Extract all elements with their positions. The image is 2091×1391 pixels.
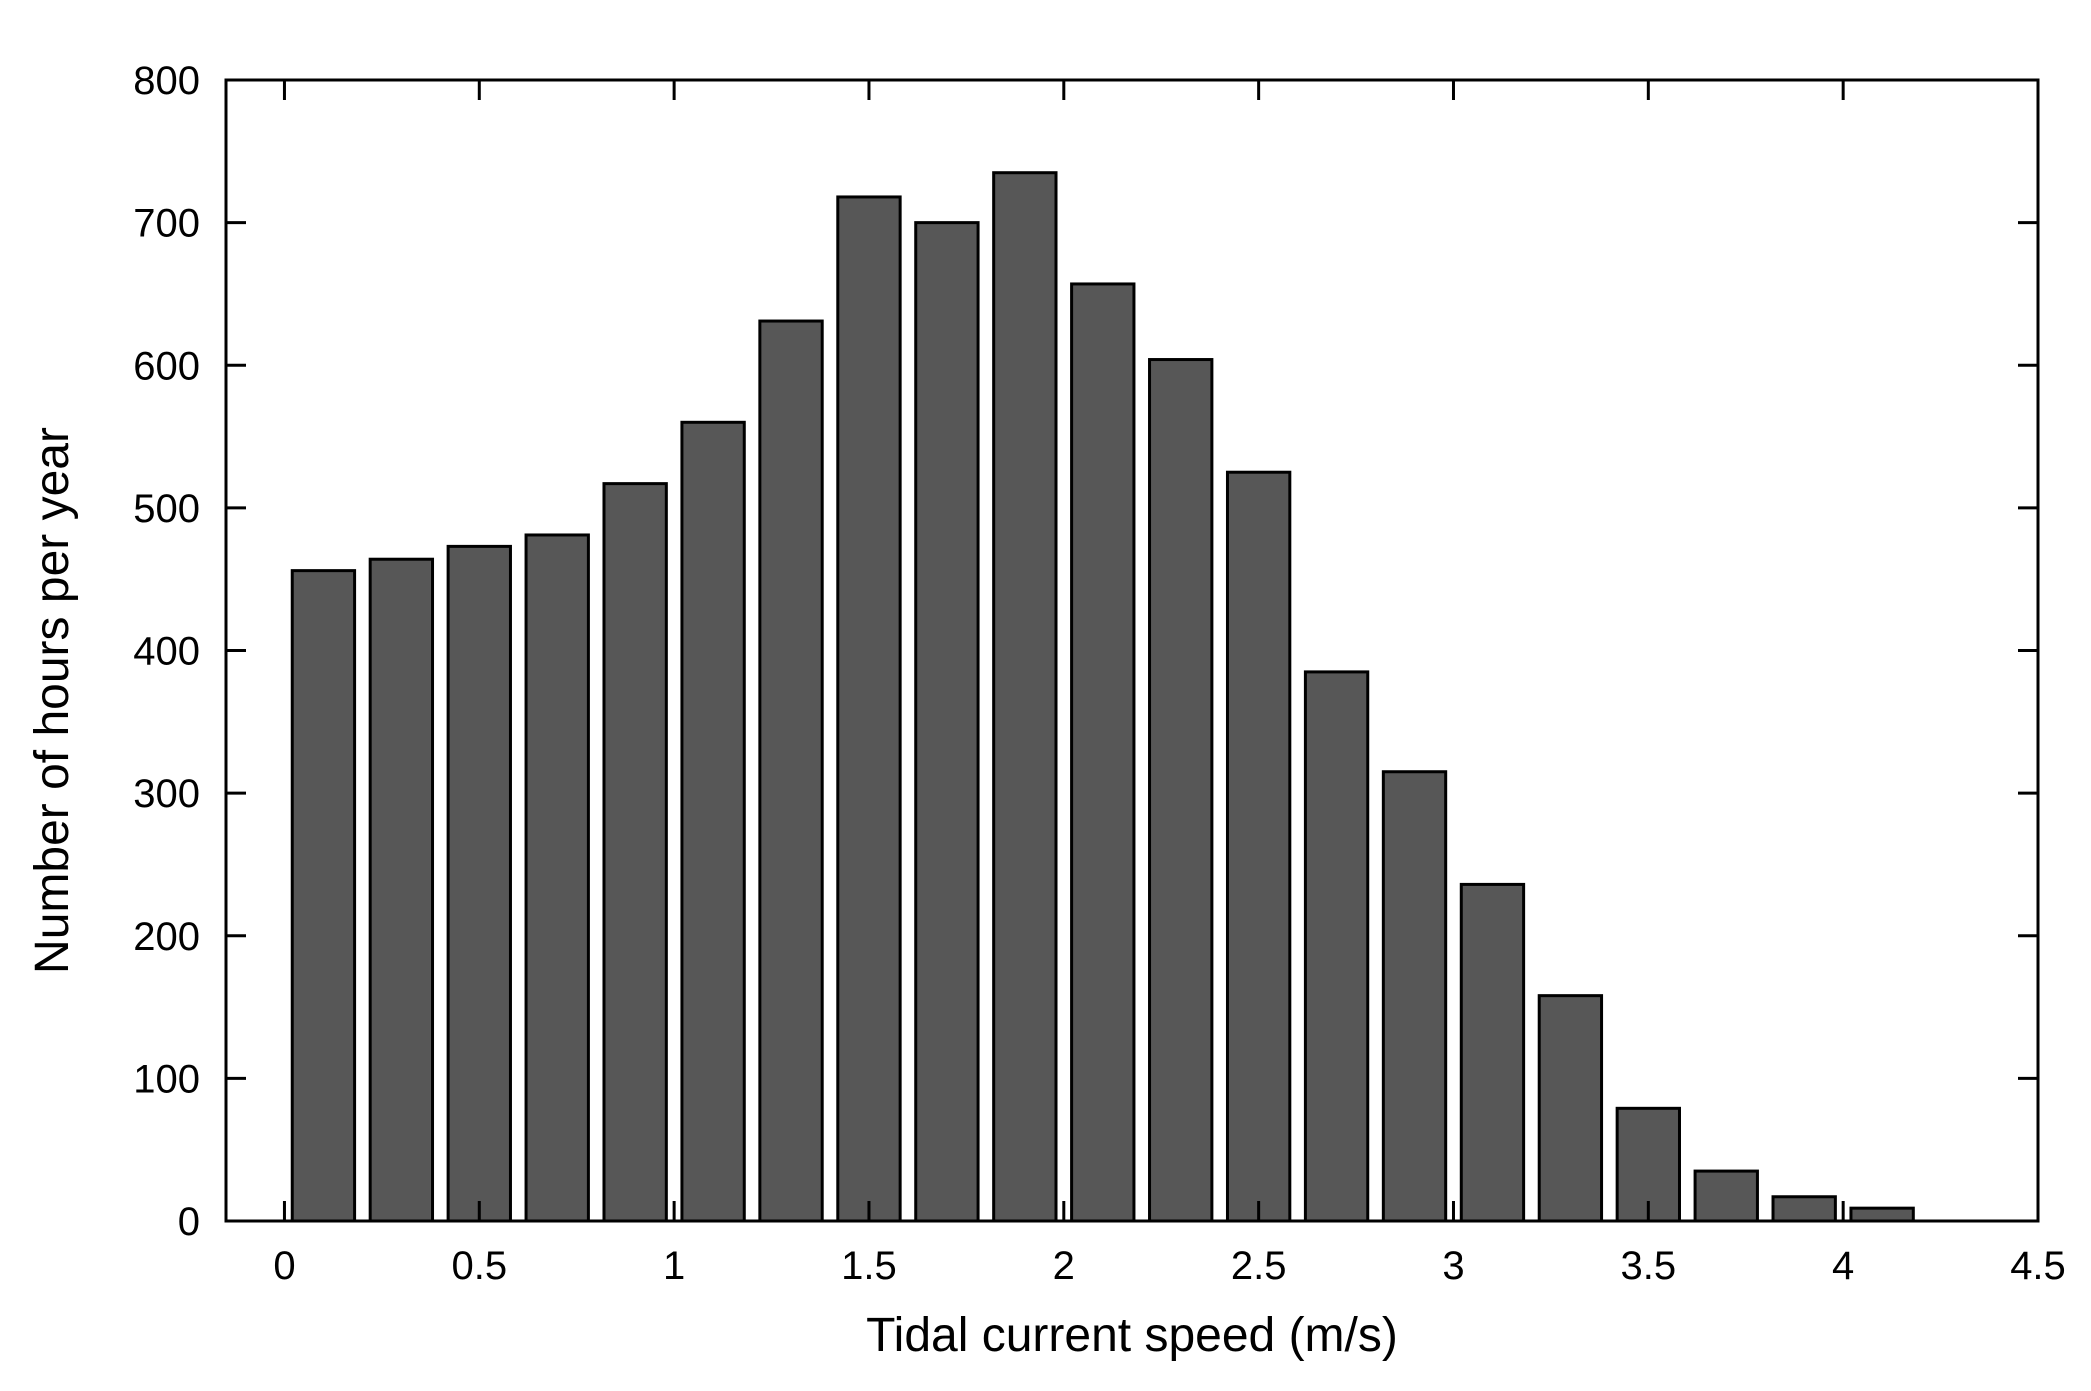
y-tick-label-0: 0: [178, 1200, 200, 1244]
bar-18: [1693, 1169, 1759, 1223]
x-tick-label-3: 1.5: [841, 1244, 897, 1288]
x-tick-label-4: 2: [1053, 1244, 1075, 1288]
x-tick-label-2: 1: [663, 1244, 685, 1288]
bar-14: [1381, 770, 1448, 1223]
bar-5: [680, 420, 746, 1223]
y-tick-label-3: 300: [133, 772, 200, 816]
y-tick-label-2: 200: [133, 915, 200, 959]
bar-15: [1459, 882, 1526, 1223]
y-tick-label-7: 700: [133, 202, 200, 246]
bar-12: [1225, 470, 1292, 1223]
bar-16: [1537, 994, 1604, 1223]
y-tick-label-4: 400: [133, 630, 200, 674]
bar-3: [524, 533, 590, 1223]
y-axis-label: Number of hours per year: [26, 427, 79, 974]
y-tick-label-6: 600: [133, 344, 200, 388]
bar-19: [1771, 1195, 1837, 1223]
y-tick-label-5: 500: [133, 487, 200, 531]
bar-0: [290, 569, 357, 1223]
x-tick-label-7: 3.5: [1621, 1244, 1677, 1288]
bar-9: [992, 171, 1058, 1223]
bar-20: [1849, 1206, 1915, 1223]
bar-13: [1303, 670, 1370, 1223]
x-tick-label-6: 3: [1442, 1244, 1464, 1288]
bar-4: [602, 482, 668, 1223]
bars-group: [290, 171, 1915, 1223]
bar-8: [914, 221, 980, 1223]
y-tick-label-8: 800: [133, 59, 200, 103]
x-axis-label: Tidal current speed (m/s): [866, 1309, 1398, 1362]
x-tick-label-5: 2.5: [1231, 1244, 1287, 1288]
y-tick-label-1: 100: [133, 1057, 200, 1101]
bar-6: [758, 319, 824, 1223]
bar-2: [446, 544, 512, 1223]
bar-1: [368, 557, 435, 1223]
plot-frame: [224, 78, 2040, 1223]
bar-11: [1148, 358, 1214, 1223]
x-tick-label-8: 4: [1832, 1244, 1854, 1288]
bar-10: [1070, 282, 1136, 1223]
x-tick-labels: 0 0.5 1 1.5 2 2.5 3 3.5 4 4.5: [273, 1244, 2065, 1288]
bar-7: [836, 195, 902, 1223]
x-tick-label-9: 4.5: [2010, 1244, 2066, 1288]
y-tick-labels: 0 100 200 300 400 500 600 700 800: [133, 59, 200, 1244]
x-tick-label-1: 0.5: [451, 1244, 507, 1288]
x-tick-label-0: 0: [273, 1244, 295, 1288]
